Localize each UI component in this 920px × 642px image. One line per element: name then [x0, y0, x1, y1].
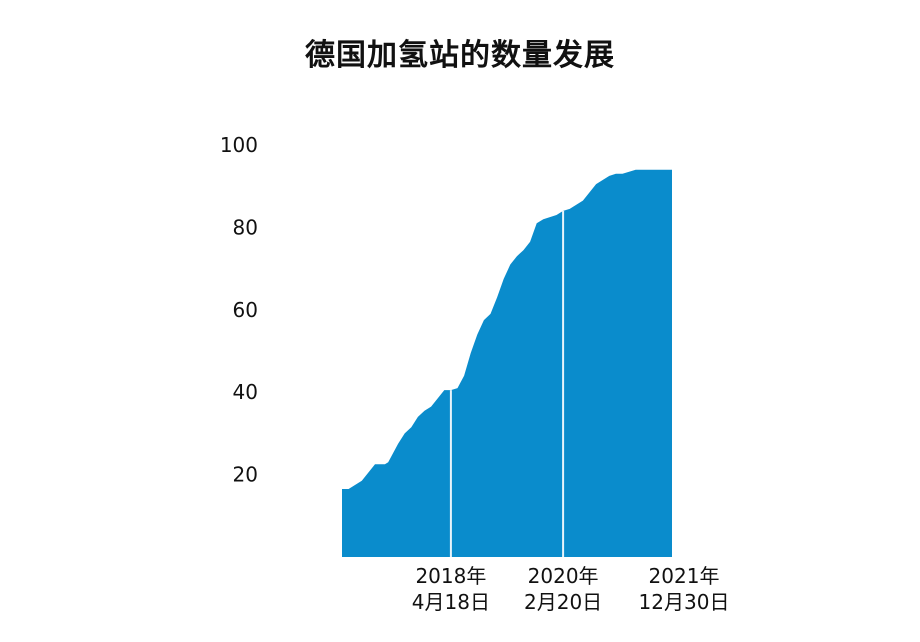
- y-tick-label: 60: [233, 298, 258, 322]
- y-tick-label: 40: [233, 380, 258, 404]
- marker-date-label: 12月30日: [639, 590, 730, 614]
- marker-year-label: 2020年: [528, 564, 599, 588]
- y-tick-label: 100: [220, 133, 258, 157]
- marker-date-label: 4月18日: [412, 590, 490, 614]
- ytick-layer: 20 40 60 80 100: [220, 133, 258, 487]
- marker-year-label: 2021年: [649, 564, 720, 588]
- chart-title: 德国加氢站的数量发展: [305, 38, 615, 73]
- area-series-0: [342, 169, 672, 557]
- y-tick-label: 20: [233, 463, 258, 487]
- marker-layer: [449, 210, 565, 557]
- marker-date-label: 2月20日: [524, 590, 602, 614]
- marker-year-label: 2018年: [415, 564, 486, 588]
- y-tick-label: 80: [233, 215, 258, 239]
- area-layer: [342, 169, 672, 557]
